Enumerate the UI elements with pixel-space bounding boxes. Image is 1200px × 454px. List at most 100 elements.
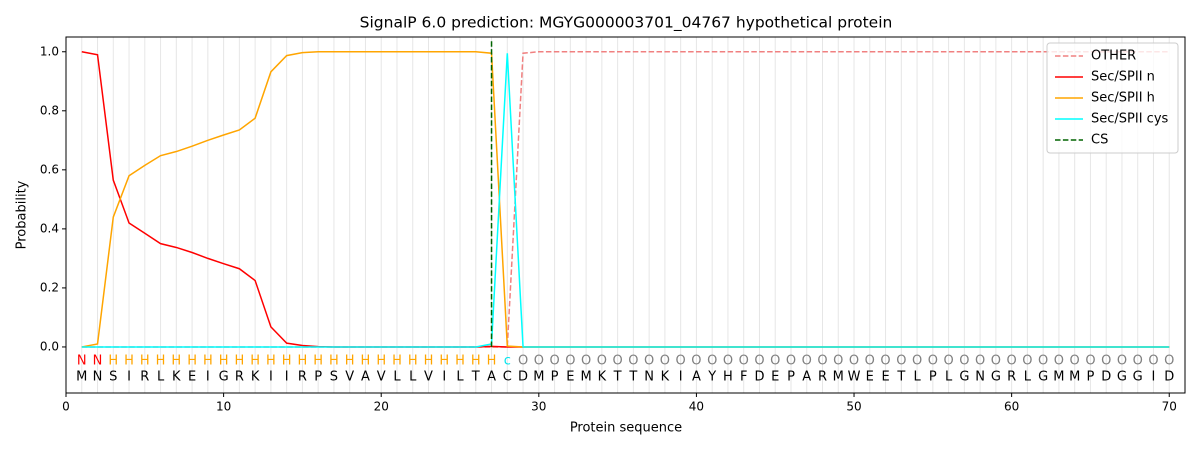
residue: D (1164, 370, 1174, 385)
region-label: N (93, 354, 103, 369)
residue: G (1133, 370, 1143, 385)
region-label: O (739, 354, 749, 369)
y-axis-label: Probability (15, 180, 30, 249)
residue: E (566, 370, 574, 385)
residue: G (991, 370, 1001, 385)
residue: T (896, 370, 905, 385)
region-label: O (833, 354, 843, 369)
y-tick-label: 0.0 (40, 339, 59, 353)
residue: C (503, 370, 512, 385)
region-label: H (124, 354, 134, 369)
residue: V (424, 370, 433, 385)
region-label: H (313, 354, 323, 369)
region-label: O (613, 354, 623, 369)
y-tick-label: 0.6 (40, 162, 59, 176)
residue: A (802, 370, 811, 385)
residue: K (172, 370, 181, 385)
residue: L (945, 370, 953, 385)
region-label: O (1085, 354, 1095, 369)
x-tick-label: 20 (374, 400, 389, 414)
region-label: H (234, 354, 244, 369)
residue: V (377, 370, 386, 385)
x-tick-label: 0 (62, 400, 70, 414)
residue: M (580, 370, 591, 385)
y-tick-label: 0.4 (40, 221, 59, 235)
region-label: N (77, 354, 87, 369)
region-label: O (975, 354, 985, 369)
legend-label: Sec/SPII n (1091, 70, 1155, 85)
y-tick-label: 1.0 (40, 44, 59, 58)
region-label: H (329, 354, 339, 369)
residue: D (754, 370, 764, 385)
region-label: H (282, 354, 292, 369)
residue: K (251, 370, 260, 385)
region-label: O (660, 354, 670, 369)
region-label: H (187, 354, 197, 369)
region-label: H (156, 354, 166, 369)
region-label: O (565, 354, 575, 369)
region-label: O (1054, 354, 1064, 369)
region-label: O (991, 354, 1001, 369)
legend-box (1046, 42, 1179, 154)
residue: R (140, 370, 149, 385)
residue: T (613, 370, 622, 385)
region-label: O (754, 354, 764, 369)
residue: E (881, 370, 889, 385)
region-label: O (628, 354, 638, 369)
residue: A (692, 370, 701, 385)
region-label: O (1022, 354, 1032, 369)
region-label: O (943, 354, 953, 369)
residue: L (913, 370, 921, 385)
region-label: H (439, 354, 449, 369)
legend-label: Sec/SPII cys (1091, 112, 1169, 127)
region-label: O (581, 354, 591, 369)
residue: D (518, 370, 528, 385)
residue: R (1007, 370, 1016, 385)
region-label: O (865, 354, 875, 369)
residue: E (866, 370, 874, 385)
region-label: O (912, 354, 922, 369)
residue: P (787, 370, 795, 385)
residue: N (644, 370, 654, 385)
region-label: H (171, 354, 181, 369)
x-tick-label: 30 (531, 400, 546, 414)
region-label: H (345, 354, 355, 369)
y-tick-label: 0.8 (40, 103, 59, 117)
x-tick-label: 40 (689, 400, 704, 414)
series-line (81, 53, 1170, 348)
residue: I (1152, 370, 1156, 385)
region-label: O (770, 354, 780, 369)
residue: E (188, 370, 196, 385)
region-label: O (676, 354, 686, 369)
legend-label: Sec/SPII h (1091, 91, 1155, 106)
region-label: H (455, 354, 465, 369)
residue: E (771, 370, 779, 385)
region-label: H (250, 354, 260, 369)
residue: P (551, 370, 559, 385)
y-tick-label: 0.2 (40, 280, 59, 294)
region-label: O (707, 354, 717, 369)
chart-title: SignalP 6.0 prediction: MGYG000003701_04… (360, 14, 893, 33)
region-label: O (1117, 354, 1127, 369)
region-label: H (298, 354, 308, 369)
region-label: O (1038, 354, 1048, 369)
x-tick-label: 60 (1004, 400, 1019, 414)
residue: W (848, 370, 861, 385)
region-label: H (392, 354, 402, 369)
residue: S (330, 370, 338, 385)
region-label: O (1164, 354, 1174, 369)
x-tick-label: 10 (216, 400, 231, 414)
region-label: O (817, 354, 827, 369)
residue: R (818, 370, 827, 385)
residue: A (361, 370, 370, 385)
residue: L (409, 370, 417, 385)
residue: G (959, 370, 969, 385)
residue: P (314, 370, 322, 385)
region-label: O (849, 354, 859, 369)
x-tick-label: 50 (846, 400, 861, 414)
residue: G (219, 370, 229, 385)
region-label: O (691, 354, 701, 369)
residue: G (1117, 370, 1127, 385)
region-label: H (203, 354, 213, 369)
residue: I (127, 370, 131, 385)
